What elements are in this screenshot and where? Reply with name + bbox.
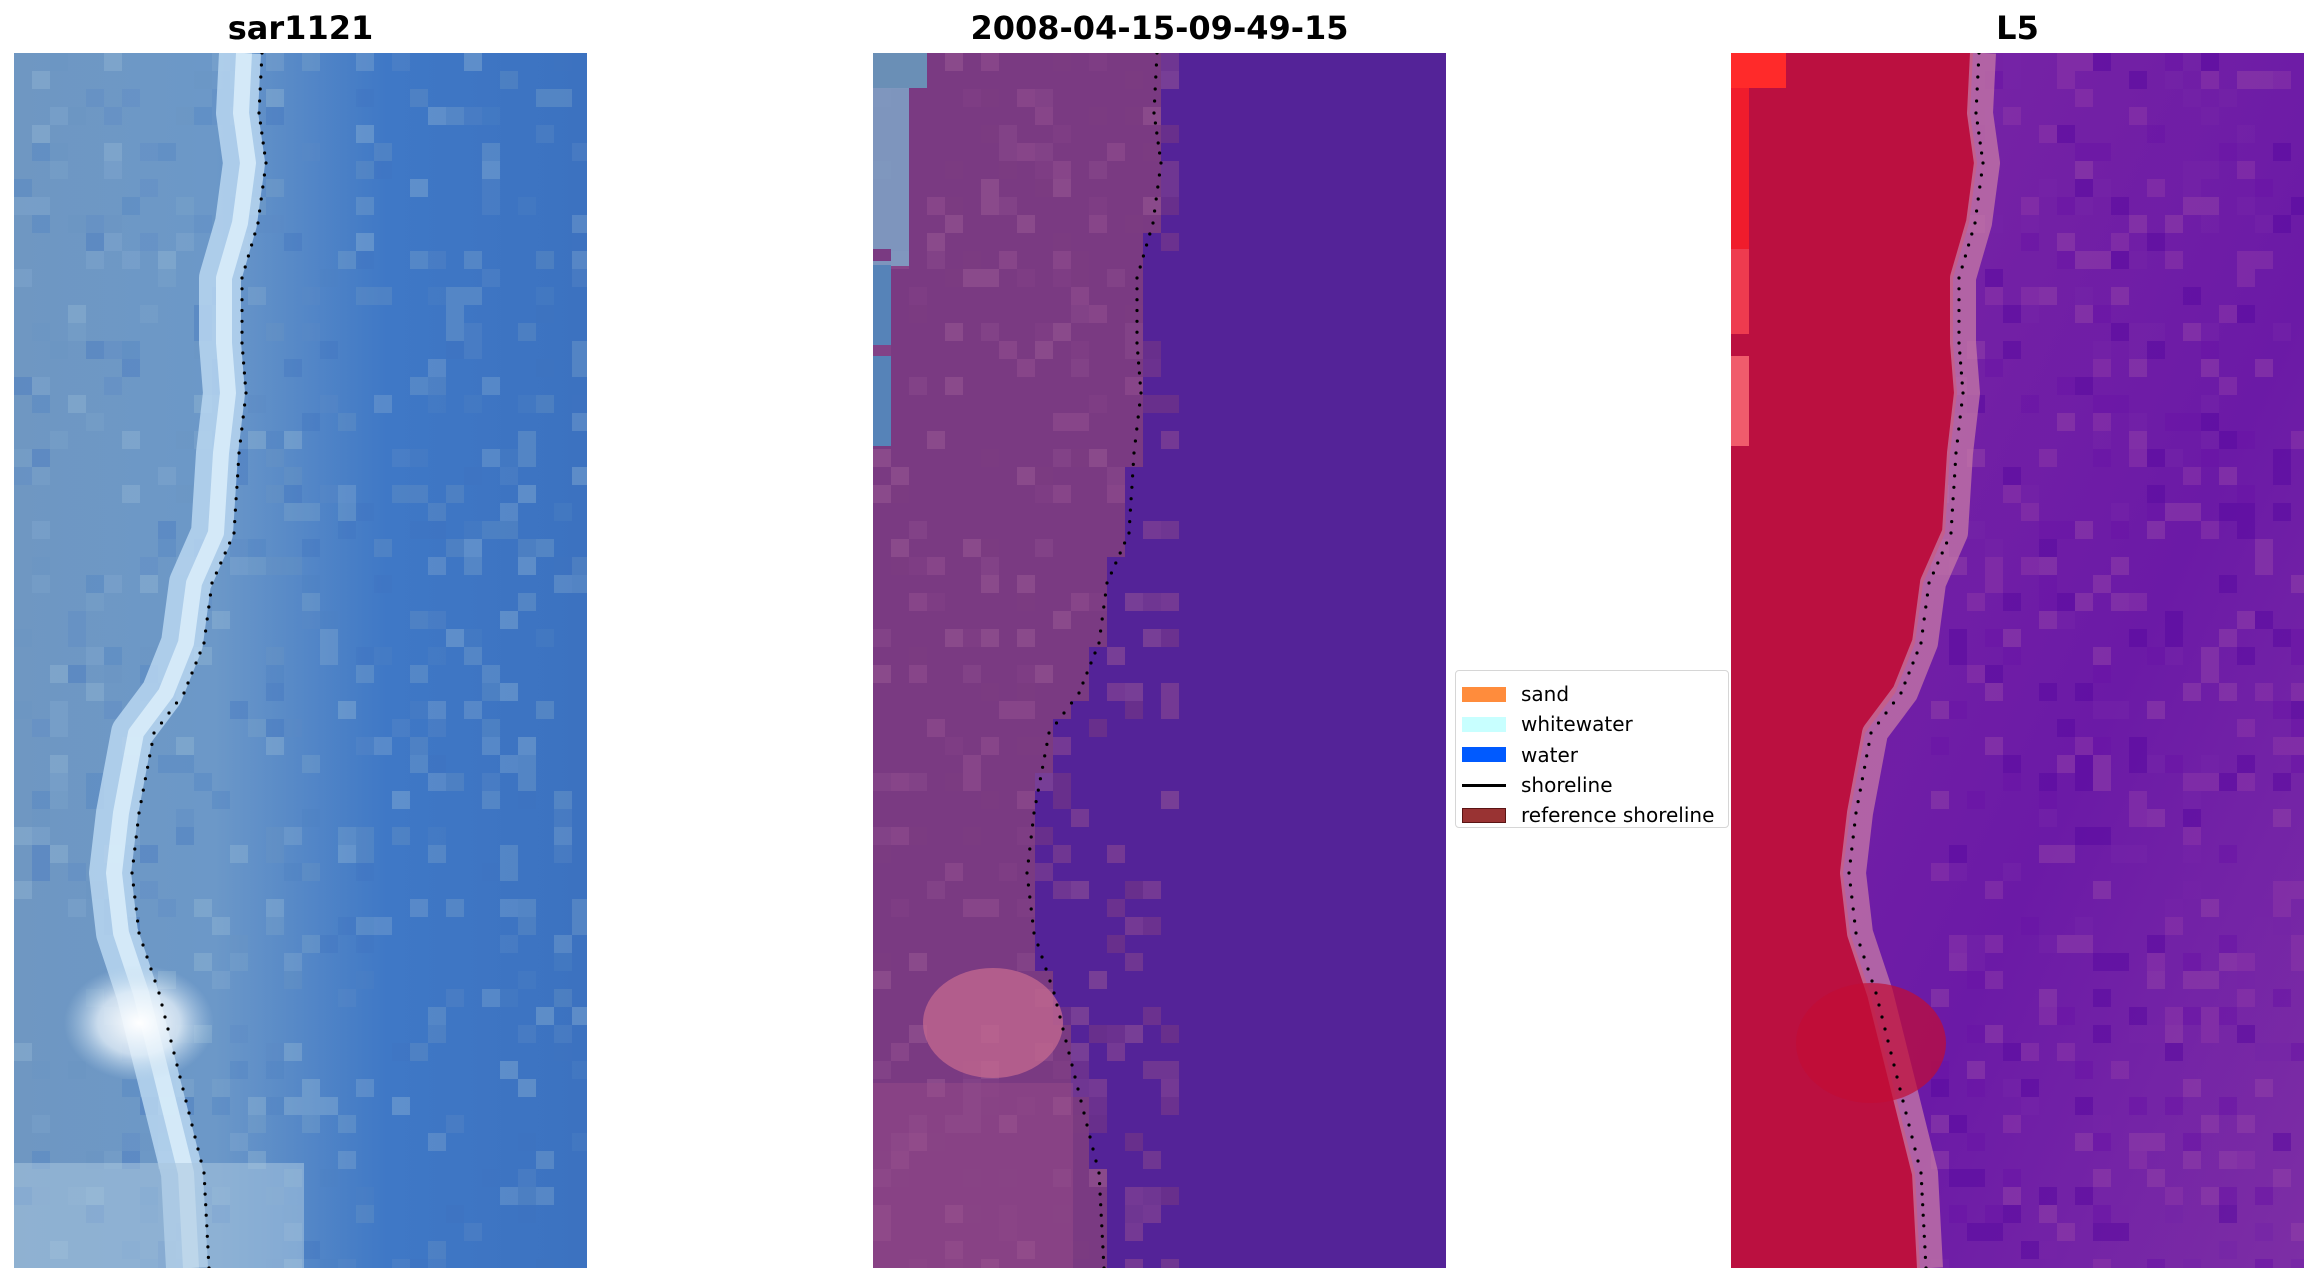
- index-image-panel: [1731, 53, 2304, 1268]
- panel-title-classified: 2008-04-15-09-49-15: [970, 9, 1349, 47]
- shoreline-line-swatch: [1462, 783, 1506, 787]
- shoreline-dots: [130, 53, 268, 1268]
- water-swatch: [1462, 747, 1506, 763]
- water-index-image: [1731, 53, 2304, 1268]
- legend-label: shoreline: [1521, 773, 1613, 798]
- legend-item-water: water: [1462, 740, 1728, 770]
- legend-item-sand: sand: [1462, 679, 1728, 709]
- legend-label: whitewater: [1521, 712, 1633, 737]
- rgb-satellite-image: [14, 53, 587, 1268]
- legend-label: sand: [1521, 682, 1570, 707]
- panel-title-index: L5: [1996, 9, 2039, 47]
- panel-title-rgb: sar1121: [227, 9, 374, 47]
- whitewater-swatch: [1462, 716, 1506, 732]
- classified-image: [873, 53, 1446, 1268]
- legend: sand whitewater water shoreline referenc…: [1455, 670, 1729, 828]
- legend-label: reference shoreline: [1521, 803, 1715, 828]
- shoreline-dots: [1025, 53, 1163, 1268]
- bright-sand-patch: [64, 965, 214, 1081]
- legend-item-whitewater: whitewater: [1462, 709, 1728, 739]
- reference-shoreline-swatch: [1462, 807, 1506, 823]
- legend-label: water: [1521, 742, 1578, 767]
- legend-item-reference-shoreline: reference shoreline: [1462, 800, 1728, 830]
- land-index-area: [1731, 53, 1977, 1268]
- rgb-image-panel: [14, 53, 587, 1268]
- shoreline-dots: [1847, 53, 1985, 1268]
- legend-item-shoreline: shoreline: [1462, 770, 1728, 800]
- sand-swatch: [1462, 686, 1506, 702]
- classified-image-panel: [873, 53, 1446, 1268]
